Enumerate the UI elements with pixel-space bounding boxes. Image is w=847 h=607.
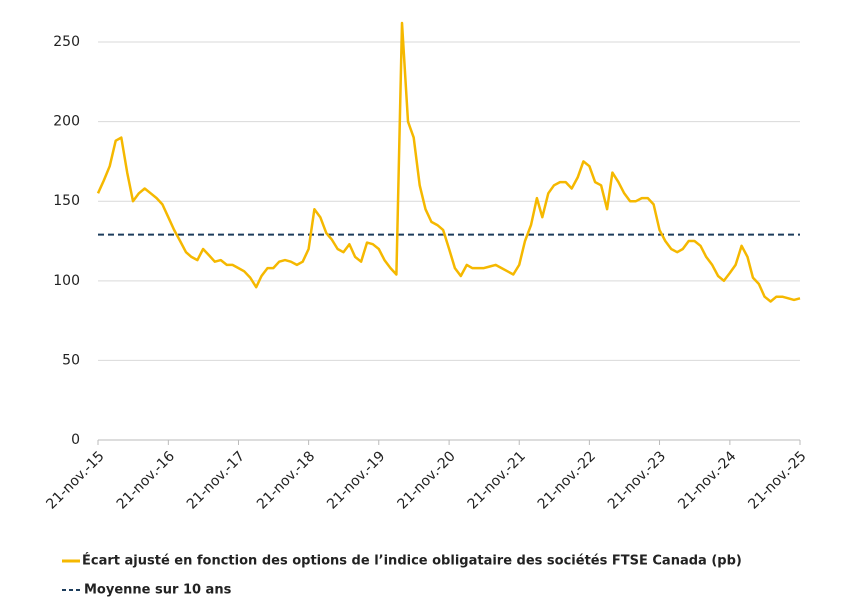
x-tick-label: 21-nov.-21 xyxy=(465,448,529,512)
x-tick-label: 21-nov.-15 xyxy=(43,448,107,512)
x-tick-label: 21-nov.-24 xyxy=(675,448,739,512)
series-line xyxy=(96,21,801,303)
x-tick-label: 21-nov.-25 xyxy=(745,448,809,512)
legend-label: Moyenne sur 10 ans xyxy=(84,583,232,598)
x-tick-label: 21-nov.-22 xyxy=(535,448,599,512)
y-tick-label: 0 xyxy=(71,432,80,448)
y-tick-label: 100 xyxy=(53,273,80,289)
y-tick-label: 250 xyxy=(53,34,80,50)
y-tick-label: 50 xyxy=(62,352,80,368)
legend-label: Écart ajusté en fonction des options de … xyxy=(82,553,742,569)
x-tick-label: 21-nov.-18 xyxy=(254,448,318,512)
y-tick-label: 150 xyxy=(53,193,80,209)
x-tick-label: 21-nov.-20 xyxy=(395,448,459,512)
x-tick-label: 21-nov.-19 xyxy=(324,448,388,512)
x-tick-label: 21-nov.-17 xyxy=(184,448,248,512)
x-tick-label: 21-nov.-16 xyxy=(114,448,178,512)
y-tick-label: 200 xyxy=(53,114,80,130)
x-tick-label: 21-nov.-23 xyxy=(605,448,669,512)
